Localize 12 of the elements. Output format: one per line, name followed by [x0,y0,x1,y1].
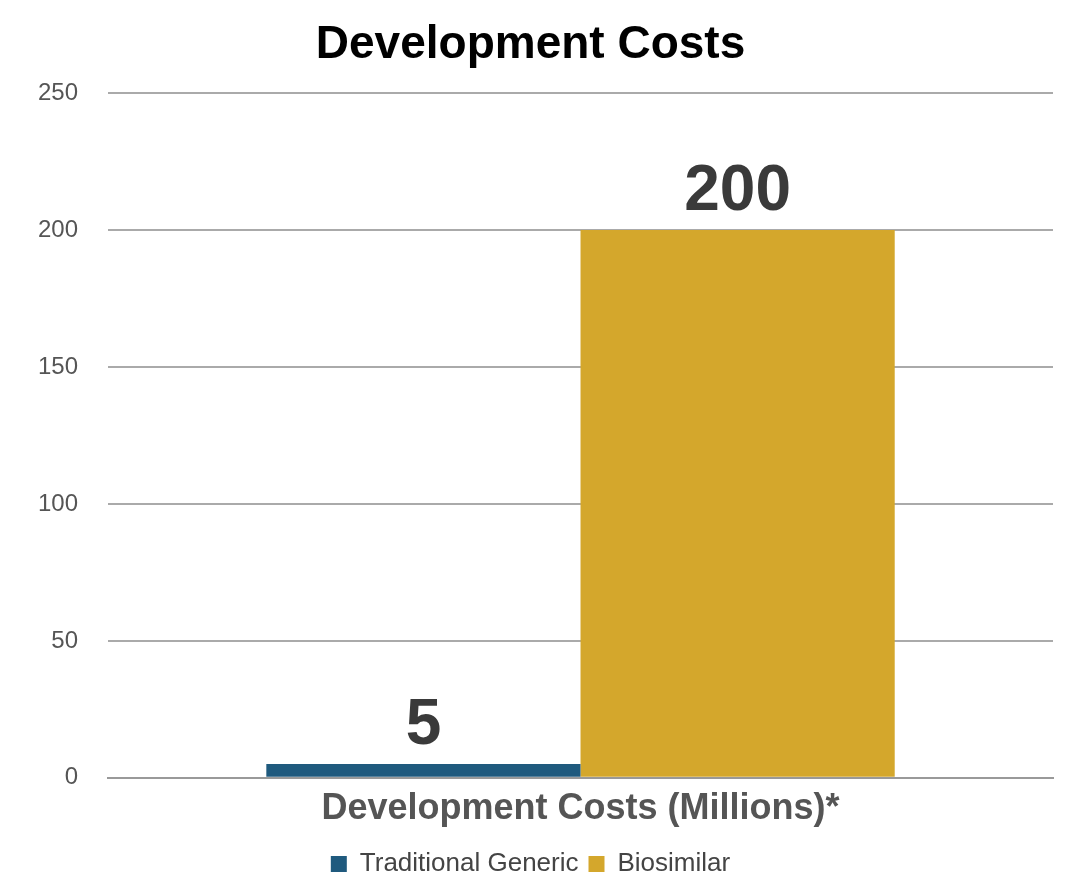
legend-label: Traditional Generic [359,847,579,878]
data-label: 5 [405,685,442,758]
chart-title: Development Costs [315,16,746,69]
y-tick-label: 0 [64,762,79,790]
y-tick-label: 100 [38,488,79,516]
y-tick-label: 250 [38,77,79,105]
x-tick-label: Development Costs (Millions)* [321,786,840,828]
y-tick-label: 150 [38,351,79,379]
y-tick-label: 200 [38,214,79,242]
legend-label: Biosimilar [617,847,731,878]
data-label: 200 [684,151,792,224]
y-tick-label: 50 [51,625,79,653]
